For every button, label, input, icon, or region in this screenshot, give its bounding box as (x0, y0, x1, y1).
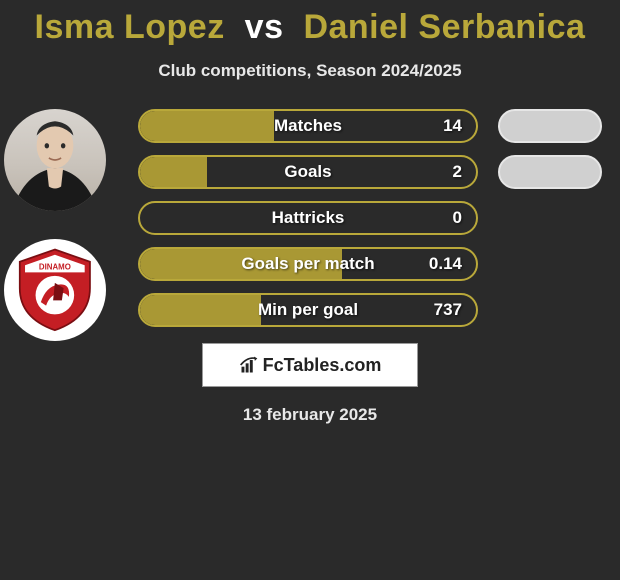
stat-label: Min per goal (258, 300, 358, 320)
stat-bar-outer: Min per goal 737 (138, 293, 478, 327)
player2-stat-pill (498, 155, 602, 189)
right-pill-slot (498, 155, 608, 189)
right-pill-slot (498, 293, 608, 327)
player2-stat-pill (498, 109, 602, 143)
player1-name: Isma Lopez (35, 8, 225, 46)
stat-row: Hattricks 0 (138, 201, 478, 235)
stat-row: Goals 2 (138, 155, 478, 189)
stat-label: Matches (274, 116, 342, 136)
stat-value: 737 (434, 300, 462, 320)
stat-bar-outer: Matches 14 (138, 109, 478, 143)
chart-icon (239, 355, 259, 375)
club-logo: DINAMO (4, 239, 106, 341)
stat-bar-fill (140, 157, 207, 187)
stat-row: Goals per match 0.14 (138, 247, 478, 281)
stat-bar-outer: Hattricks 0 (138, 201, 478, 235)
stat-label: Goals per match (241, 254, 374, 274)
stat-bar-outer: Goals 2 (138, 155, 478, 189)
stat-bar-fill (140, 111, 274, 141)
player2-name: Daniel Serbanica (303, 8, 585, 46)
site-logo-text: FcTables.com (263, 355, 382, 376)
date-label: 13 february 2025 (0, 405, 620, 425)
avatar-column: DINAMO (4, 109, 124, 369)
stat-label: Goals (284, 162, 331, 182)
player-avatar (4, 109, 106, 211)
right-pill-column (498, 109, 608, 339)
stat-row: Matches 14 (138, 109, 478, 143)
content-area: DINAMO Matches 14 Goals 2 Hattricks 0 Goals pe… (0, 109, 620, 327)
site-logo: FcTables.com (202, 343, 418, 387)
right-pill-slot (498, 247, 608, 281)
stat-value: 0 (453, 208, 462, 228)
comparison-title: Isma Lopez vs Daniel Serbanica (0, 0, 620, 47)
svg-text:DINAMO: DINAMO (39, 263, 71, 272)
stat-value: 14 (443, 116, 462, 136)
subtitle: Club competitions, Season 2024/2025 (0, 61, 620, 81)
stat-value: 0.14 (429, 254, 462, 274)
stat-row: Min per goal 737 (138, 293, 478, 327)
stat-label: Hattricks (272, 208, 345, 228)
vs-label: vs (245, 8, 284, 46)
stat-bars: Matches 14 Goals 2 Hattricks 0 Goals per match… (138, 109, 478, 327)
stat-bar-outer: Goals per match 0.14 (138, 247, 478, 281)
right-pill-slot (498, 201, 608, 235)
stat-bar-fill (140, 295, 261, 325)
stat-value: 2 (453, 162, 462, 182)
right-pill-slot (498, 109, 608, 143)
